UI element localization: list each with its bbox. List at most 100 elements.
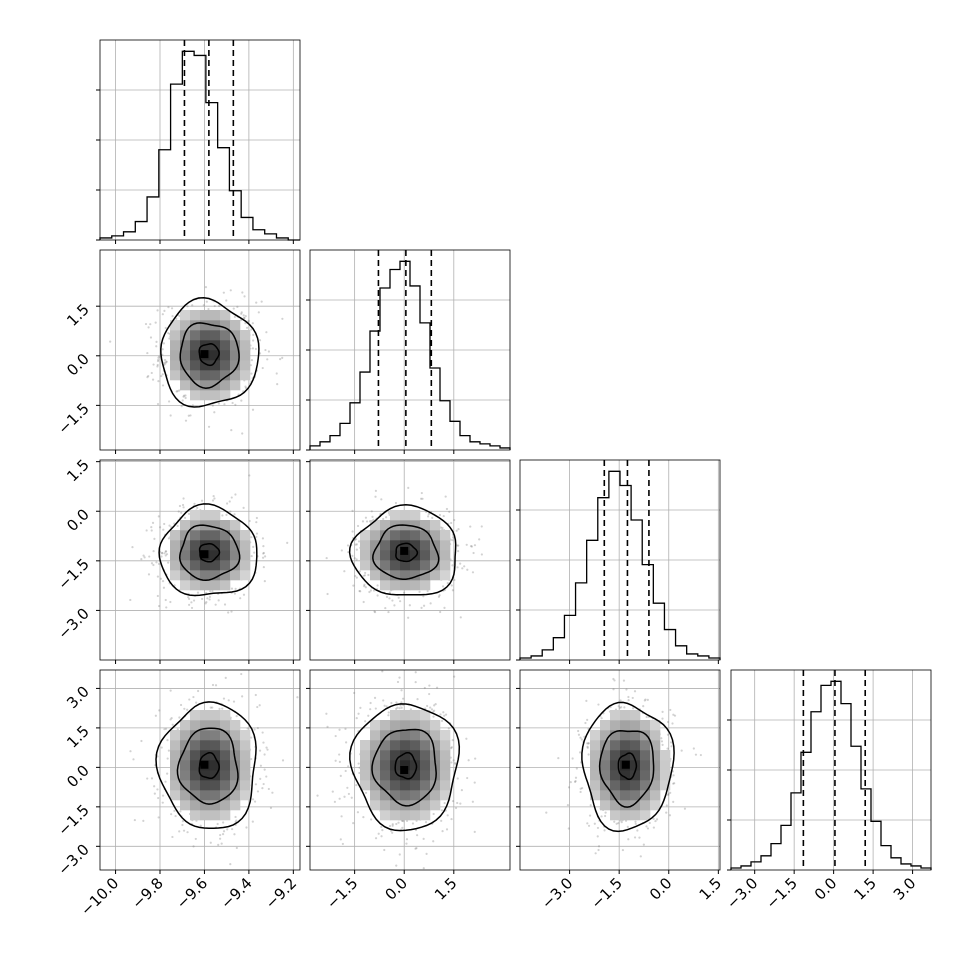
- sample-point: [603, 829, 606, 832]
- x-tick-label: −9.2: [262, 874, 300, 912]
- sample-point: [184, 394, 187, 397]
- sample-point: [448, 510, 451, 513]
- sample-point: [170, 813, 173, 816]
- sample-point: [229, 863, 232, 866]
- sample-point: [441, 585, 445, 588]
- sample-point: [191, 404, 194, 407]
- density-cell: [170, 750, 181, 761]
- density-cell: [410, 780, 421, 791]
- sample-point: [188, 603, 191, 606]
- density-cell: [370, 520, 381, 531]
- density-cell: [210, 550, 221, 561]
- sample-point: [444, 495, 447, 498]
- sample-point: [586, 822, 589, 825]
- sample-point: [441, 830, 444, 833]
- sample-point: [145, 529, 148, 532]
- density-cell: [610, 740, 621, 751]
- sample-point: [372, 589, 376, 592]
- sample-point: [387, 610, 390, 614]
- sample-point: [422, 837, 425, 840]
- density-cell: [240, 370, 251, 381]
- density-cell: [400, 580, 411, 591]
- sample-point: [579, 736, 582, 739]
- sample-point: [211, 404, 214, 407]
- sample-point: [627, 699, 630, 702]
- sample-point: [209, 590, 212, 593]
- density-cell: [430, 520, 441, 531]
- sample-point: [211, 499, 215, 502]
- sample-point: [190, 606, 194, 610]
- sample-point: [587, 824, 591, 827]
- density-cell: [200, 720, 211, 731]
- sample-point: [338, 728, 341, 731]
- sample-point: [353, 557, 356, 560]
- sample-point: [178, 389, 181, 392]
- density-cell: [620, 720, 631, 731]
- sample-point: [437, 595, 441, 598]
- density-cell: [410, 540, 421, 551]
- density-cell: [630, 770, 641, 781]
- density-cell: [380, 530, 391, 541]
- density-cell: [190, 520, 201, 531]
- density-cell: [220, 350, 231, 361]
- sample-point: [181, 823, 184, 827]
- sample-point: [646, 827, 650, 830]
- density-cell: [380, 790, 391, 801]
- sample-point: [451, 564, 454, 567]
- density-cell: [240, 360, 251, 371]
- sample-point: [400, 706, 403, 709]
- sample-point: [460, 789, 463, 792]
- sample-point: [264, 348, 267, 352]
- density-cell: [410, 710, 421, 721]
- density-cell: [200, 810, 211, 821]
- sample-point: [173, 809, 176, 812]
- sample-point: [418, 590, 421, 593]
- sample-point: [642, 843, 645, 846]
- density-cell: [440, 760, 451, 771]
- density-cell: [240, 340, 251, 351]
- y-tick-label: 3.0: [63, 683, 93, 713]
- density-cell: [410, 510, 421, 521]
- density-cell: [180, 380, 191, 391]
- density-cell: [220, 710, 231, 721]
- density-cell: [210, 360, 221, 371]
- sample-point: [213, 411, 216, 414]
- sample-point: [217, 402, 221, 405]
- density-cell: [190, 360, 201, 371]
- sample-point: [357, 712, 360, 715]
- density-cell: [390, 810, 401, 821]
- density-cell: [200, 780, 211, 791]
- density-cell: [220, 810, 231, 821]
- density-cell: [200, 530, 211, 541]
- density-cell: [440, 780, 451, 791]
- density-cell: [230, 570, 241, 581]
- density-cell: [410, 560, 421, 571]
- density-cell: [620, 810, 631, 821]
- x-tick-label: −3.0: [538, 874, 576, 912]
- sample-point: [267, 787, 270, 791]
- density-cell: [170, 770, 181, 781]
- density-cell: [240, 350, 251, 361]
- density-cell: [180, 780, 191, 791]
- density-cell: [170, 540, 181, 551]
- sample-point: [255, 521, 258, 524]
- density-cell: [240, 560, 251, 571]
- contour-line: [179, 322, 240, 389]
- sample-point: [205, 601, 208, 604]
- density-cell: [370, 530, 381, 541]
- sample-point: [430, 708, 434, 711]
- sample-point: [256, 790, 260, 793]
- sample-point: [250, 757, 253, 761]
- sample-point: [368, 590, 371, 594]
- sample-point: [157, 515, 160, 518]
- sample-point: [661, 717, 664, 720]
- sample-point: [171, 835, 174, 839]
- contour-line: [598, 730, 655, 808]
- sample-point: [405, 842, 408, 845]
- density-cell: [630, 780, 641, 791]
- sample-point: [240, 311, 243, 314]
- sample-point: [156, 594, 159, 598]
- sample-point: [157, 562, 161, 565]
- sample-point: [471, 800, 474, 803]
- sample-point: [398, 707, 401, 710]
